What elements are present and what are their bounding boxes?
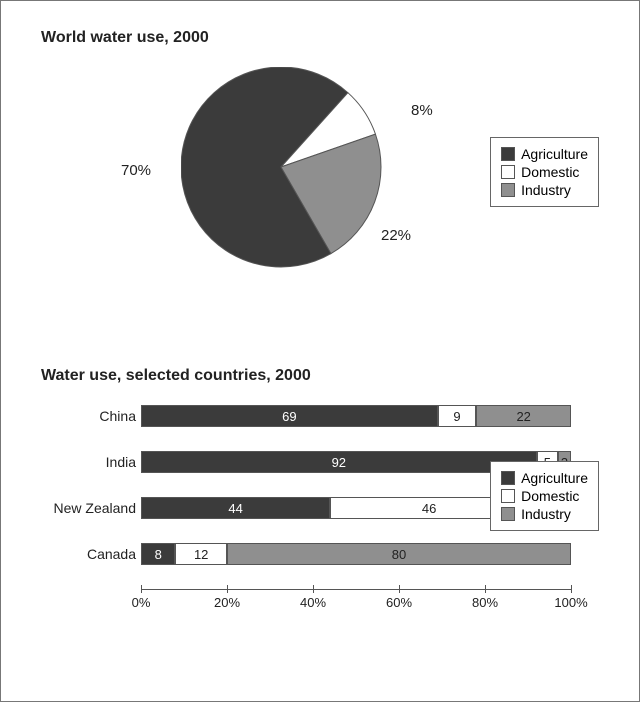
bar-segment: 22 (476, 405, 571, 427)
bar-segment: 80 (227, 543, 571, 565)
bar-segment-value: 80 (392, 547, 406, 562)
axis-tick-label: 0% (132, 595, 151, 610)
axis-tick-label: 20% (214, 595, 240, 610)
bar-chart-section: Water use, selected countries, 2000 Chin… (41, 367, 609, 613)
bar-track: 69 9 22 (141, 405, 571, 427)
bar-segment-value: 92 (332, 455, 346, 470)
bar-segment: 9 (438, 405, 477, 427)
pie-label-industry: 22% (381, 227, 411, 244)
pie-label-domestic: 8% (411, 102, 433, 119)
bar-x-axis: 0%20%40%60%80%100% (141, 589, 571, 613)
pie-label-agriculture: 70% (121, 162, 151, 179)
legend-label-agriculture: Agriculture (521, 146, 588, 162)
bar-segment-value: 8 (155, 547, 162, 562)
bar-row-label: Canada (41, 546, 136, 562)
pie-chart-title: World water use, 2000 (41, 29, 609, 47)
bar-legend-row: Agriculture (501, 470, 588, 486)
pie-legend-row: Domestic (501, 164, 588, 180)
pie-chart-svg (181, 67, 401, 287)
bar-track: 8 12 80 (141, 543, 571, 565)
bar-segment-value: 12 (194, 547, 208, 562)
axis-tick-label: 60% (386, 595, 412, 610)
axis-tick (571, 585, 572, 593)
bar-segment-value: 44 (228, 501, 242, 516)
bar-segment: 8 (141, 543, 175, 565)
axis-line (141, 589, 571, 590)
page: World water use, 2000 70% 8% 22% Agricul… (0, 0, 640, 702)
bar-row: Canada81280 (141, 543, 571, 565)
bar-row-label: New Zealand (41, 500, 136, 516)
legend-label-domestic: Domestic (521, 164, 579, 180)
legend-swatch-agriculture (501, 147, 515, 161)
bar-chart-title: Water use, selected countries, 2000 (41, 367, 609, 385)
bar-legend: Agriculture Domestic Industry (490, 461, 599, 531)
bar-row: China69922 (141, 405, 571, 427)
pie-legend-row: Industry (501, 182, 588, 198)
bar-legend-row: Domestic (501, 488, 588, 504)
axis-tick (141, 585, 142, 593)
axis-tick (485, 585, 486, 593)
bar-segment-value: 46 (422, 501, 436, 516)
bar-segment-value: 69 (282, 409, 296, 424)
bar-segment: 12 (175, 543, 227, 565)
bar-segment: 44 (141, 497, 330, 519)
axis-tick (313, 585, 314, 593)
bar-row-label: China (41, 408, 136, 424)
bar-segment: 92 (141, 451, 537, 473)
axis-tick (399, 585, 400, 593)
legend-label-agriculture: Agriculture (521, 470, 588, 486)
bar-row-label: India (41, 454, 136, 470)
pie-chart (181, 67, 401, 292)
bar-legend-row: Industry (501, 506, 588, 522)
legend-swatch-industry (501, 507, 515, 521)
bar-segment-value: 22 (516, 409, 530, 424)
legend-swatch-domestic (501, 489, 515, 503)
legend-swatch-agriculture (501, 471, 515, 485)
pie-legend: Agriculture Domestic Industry (490, 137, 599, 207)
pie-chart-section: 70% 8% 22% Agriculture Domestic Industry (41, 67, 609, 317)
legend-label-domestic: Domestic (521, 488, 579, 504)
legend-label-industry: Industry (521, 506, 571, 522)
axis-tick-label: 80% (472, 595, 498, 610)
axis-tick-label: 40% (300, 595, 326, 610)
legend-label-industry: Industry (521, 182, 571, 198)
pie-legend-row: Agriculture (501, 146, 588, 162)
bar-segment: 69 (141, 405, 438, 427)
axis-tick-label: 100% (554, 595, 587, 610)
legend-swatch-domestic (501, 165, 515, 179)
axis-tick (227, 585, 228, 593)
legend-swatch-industry (501, 183, 515, 197)
bar-segment-value: 9 (453, 409, 460, 424)
